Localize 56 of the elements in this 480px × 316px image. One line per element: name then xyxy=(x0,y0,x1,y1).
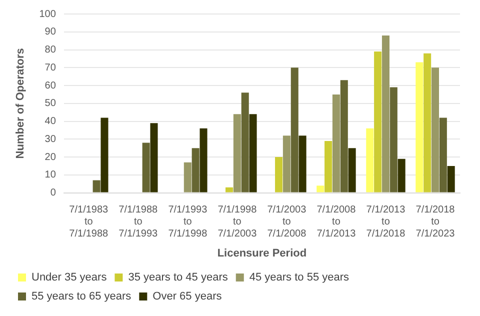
bar xyxy=(282,136,290,192)
bar xyxy=(439,118,447,192)
y-tick-label: 10 xyxy=(44,170,56,181)
y-tick-label: 90 xyxy=(44,26,56,38)
y-tick-label: 100 xyxy=(39,8,56,20)
bar xyxy=(424,53,432,192)
legend-label: Over 65 years xyxy=(152,290,222,303)
bar xyxy=(316,186,324,192)
bar xyxy=(447,166,455,192)
bar xyxy=(249,114,257,192)
bar xyxy=(142,142,150,192)
y-tick-label: 50 xyxy=(44,98,56,110)
bar xyxy=(348,148,356,192)
bar xyxy=(290,68,298,192)
bar xyxy=(390,87,398,192)
bar xyxy=(332,94,340,192)
bar xyxy=(233,114,241,192)
x-tick-label: 7/1/2008 to 7/1/2013 xyxy=(316,204,356,240)
x-tick-label: 7/1/2018 to 7/1/2023 xyxy=(416,204,456,240)
bar xyxy=(324,140,332,192)
bar xyxy=(366,128,374,192)
legend-label: 45 years to 55 years xyxy=(249,272,350,284)
y-tick-label: 0 xyxy=(50,188,56,199)
x-tick-label: 7/1/1988 to 7/1/1993 xyxy=(118,204,158,240)
bar xyxy=(100,118,108,192)
y-tick-label: 60 xyxy=(44,80,56,92)
legend-label: 35 years to 45 years xyxy=(128,272,228,284)
bar xyxy=(226,187,234,192)
y-tick-label: 20 xyxy=(44,152,56,163)
x-axis-title: Licensure Period xyxy=(217,247,307,260)
bar xyxy=(275,157,283,192)
x-tick-label: 7/1/1998 to 7/1/2003 xyxy=(218,204,258,240)
bar xyxy=(184,162,192,192)
bar xyxy=(431,68,440,192)
bar xyxy=(398,158,406,192)
x-tick-label: 7/1/2003 to 7/1/2008 xyxy=(267,204,307,240)
x-tick-label: 7/1/1983 to 7/1/1988 xyxy=(69,204,109,240)
y-tick-label: 80 xyxy=(44,44,56,56)
bar xyxy=(92,180,100,192)
bar xyxy=(382,35,390,192)
bar xyxy=(298,136,306,192)
y-tick-label: 30 xyxy=(44,134,56,145)
bar xyxy=(192,148,200,192)
bar xyxy=(340,80,348,192)
legend-label: Under 35 years xyxy=(32,272,108,284)
legend-label: 55 years to 65 years xyxy=(32,290,132,303)
bar xyxy=(416,62,424,192)
bar xyxy=(241,92,249,192)
x-tick-label: 7/1/2013 to 7/1/2018 xyxy=(366,204,406,240)
bar xyxy=(150,123,158,192)
y-axis-title: Number of Operators xyxy=(14,48,27,159)
x-tick-label: 7/1/1993 to 7/1/1998 xyxy=(168,204,208,240)
y-tick-label: 40 xyxy=(44,116,56,128)
bar xyxy=(200,128,208,192)
bar xyxy=(374,52,382,192)
y-tick-label: 70 xyxy=(44,62,56,74)
